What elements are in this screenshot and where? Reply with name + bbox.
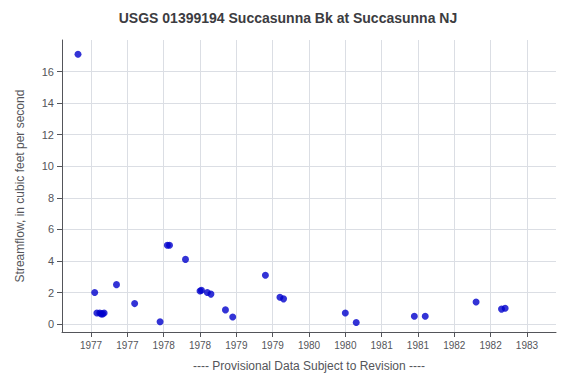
svg-text:---- Provisional Data Subject: ---- Provisional Data Subject to Revisio… [193, 359, 425, 373]
svg-text:1978: 1978 [189, 340, 212, 351]
svg-text:USGS 01399194 Succasunna Bk at: USGS 01399194 Succasunna Bk at Succasunn… [119, 10, 458, 26]
svg-text:1983: 1983 [516, 340, 539, 351]
svg-text:1977: 1977 [80, 340, 103, 351]
svg-text:4: 4 [48, 255, 54, 267]
svg-text:10: 10 [42, 160, 54, 172]
svg-text:8: 8 [48, 192, 54, 204]
svg-text:6: 6 [48, 223, 54, 235]
svg-text:1981: 1981 [407, 340, 430, 351]
svg-text:1980: 1980 [334, 340, 357, 351]
svg-text:2: 2 [48, 287, 54, 299]
svg-text:1980: 1980 [298, 340, 321, 351]
svg-text:1982: 1982 [479, 340, 502, 351]
svg-text:1977: 1977 [116, 340, 139, 351]
svg-text:14: 14 [42, 97, 54, 109]
svg-text:1979: 1979 [225, 340, 248, 351]
svg-text:12: 12 [42, 129, 54, 141]
svg-text:16: 16 [42, 66, 54, 78]
svg-text:1978: 1978 [153, 340, 176, 351]
svg-text:0: 0 [48, 318, 54, 330]
svg-text:1982: 1982 [443, 340, 466, 351]
svg-text:1981: 1981 [371, 340, 394, 351]
svg-text:1979: 1979 [262, 340, 285, 351]
svg-text:Streamflow, in cubic feet per: Streamflow, in cubic feet per second [13, 90, 27, 283]
